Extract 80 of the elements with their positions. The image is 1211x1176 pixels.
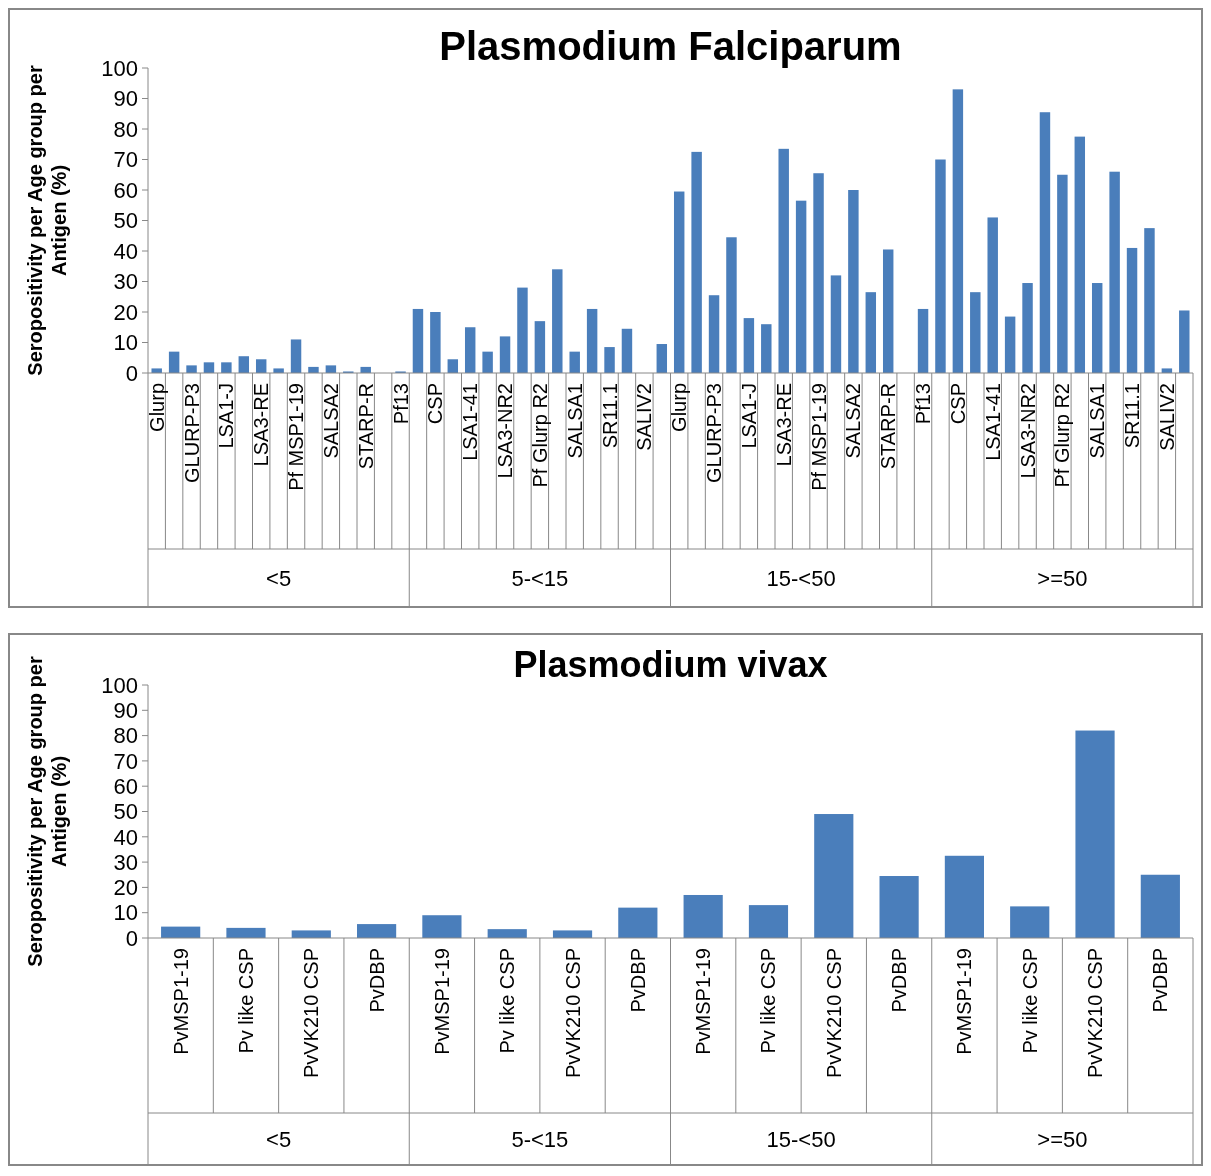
x-tick-label: SALSA2 — [319, 383, 342, 459]
y-tick-label: 60 — [113, 773, 138, 799]
y-tick-label: 30 — [113, 849, 138, 875]
y-tick-label: 90 — [113, 698, 138, 723]
y-tick-label: 80 — [113, 116, 138, 142]
x-tick-label: SALIV2 — [633, 383, 656, 451]
x-tick-label: Pv like CSP — [1018, 948, 1041, 1054]
y-tick-label: 90 — [113, 86, 138, 112]
x-tick-label: CSP — [424, 383, 447, 425]
x-tick-label: PvMSP1-19 — [692, 948, 715, 1055]
x-tick-label: Glurp — [145, 383, 168, 432]
x-tick-label: LSA1-J — [215, 383, 238, 449]
x-tick-label: PvDBP — [1149, 948, 1172, 1013]
x-tick-label: LSA1-41 — [981, 383, 1004, 461]
y-tick-label: 40 — [113, 824, 138, 850]
x-tick-label: PvMSP1-19 — [953, 948, 976, 1055]
y-tick-label: 80 — [113, 723, 138, 749]
x-tick-label: PvVK210 CSP — [1084, 948, 1107, 1079]
x-tick-label: Pf MSP1-19 — [285, 383, 308, 491]
x-tick-label: LSA1-J — [737, 383, 760, 449]
text: 5-<15 — [511, 1127, 569, 1153]
text: >=50 — [1037, 566, 1088, 592]
text: 15-<50 — [766, 566, 836, 592]
x-tick-label: PvDBP — [626, 948, 649, 1013]
y-tick-label: 50 — [113, 799, 138, 825]
y-tick-label: 10 — [113, 900, 138, 926]
y-tick-label: 70 — [113, 147, 138, 173]
x-tick-label: SR11.1 — [598, 383, 621, 449]
x-tick-label: Glurp — [668, 383, 691, 432]
y-tick-label: 30 — [113, 269, 138, 295]
chart-title: Plasmodium Falciparum — [439, 24, 902, 68]
y-axis-title: Seropositivity per Age group per Antigen (%) — [24, 656, 70, 967]
x-tick-label: Pv like CSP — [496, 948, 519, 1054]
x-tick-label: Pf Glurp R2 — [528, 383, 551, 488]
y-tick-label: 100 — [101, 55, 138, 81]
y-tick-label: 20 — [113, 875, 138, 901]
x-tick-label: PvVK210 CSP — [561, 948, 584, 1079]
x-tick-label: SR11.1 — [1121, 383, 1144, 449]
x-tick-label: PvMSP1-19 — [430, 948, 453, 1055]
x-tick-label: Pf Glurp R2 — [1051, 383, 1074, 488]
x-tick-label: LSA3-RE — [772, 383, 795, 467]
x-tick-label: Pv like CSP — [757, 948, 780, 1054]
x-tick-label: Pv like CSP — [234, 948, 257, 1054]
x-tick-label: SALSA1 — [563, 383, 586, 459]
text: 15-<50 — [766, 1127, 836, 1153]
y-tick-label: 60 — [113, 177, 138, 203]
x-tick-label: Pf MSP1-19 — [807, 383, 830, 491]
y-tick-label: 0 — [125, 360, 138, 386]
x-tick-label: CSP — [946, 383, 969, 425]
text: 5-<15 — [511, 566, 569, 592]
x-tick-label: PvMSP1-19 — [169, 948, 192, 1055]
x-tick-label: LSA3-NR2 — [1016, 383, 1039, 479]
text: <5 — [266, 566, 292, 592]
y-tick-label: 50 — [113, 208, 138, 234]
text: <5 — [266, 1127, 292, 1153]
x-tick-label: Pf13 — [912, 383, 935, 425]
x-tick-label: STARP-R — [354, 383, 377, 470]
y-tick-label: 40 — [113, 238, 138, 264]
x-tick-label: PvDBP — [365, 948, 388, 1013]
y-tick-label: 100 — [101, 672, 138, 698]
x-tick-label: LSA1-41 — [459, 383, 482, 461]
x-tick-label: PvVK210 CSP — [822, 948, 845, 1079]
x-tick-label: PvVK210 CSP — [300, 948, 323, 1079]
x-tick-label: SALSA1 — [1086, 383, 1109, 459]
x-tick-label: LSA3-RE — [250, 383, 273, 467]
x-tick-label: SALSA2 — [842, 383, 865, 459]
y-tick-label: 10 — [113, 330, 138, 356]
chart-title: Plasmodium vivax — [513, 644, 828, 685]
text: >=50 — [1037, 1127, 1088, 1153]
x-tick-label: PvDBP — [888, 948, 911, 1013]
y-tick-label: 20 — [113, 299, 138, 325]
x-tick-label: GLURP-P3 — [180, 383, 203, 484]
y-tick-label: 0 — [125, 925, 138, 951]
y-tick-label: 70 — [113, 748, 138, 774]
x-tick-label: Pf13 — [389, 383, 412, 425]
x-tick-label: STARP-R — [877, 383, 900, 470]
x-tick-label: SALIV2 — [1155, 383, 1178, 451]
y-axis-title: Seropositivity per Age group per Antigen (%) — [24, 65, 70, 376]
x-tick-label: GLURP-P3 — [703, 383, 726, 484]
x-tick-label: LSA3-NR2 — [494, 383, 517, 479]
